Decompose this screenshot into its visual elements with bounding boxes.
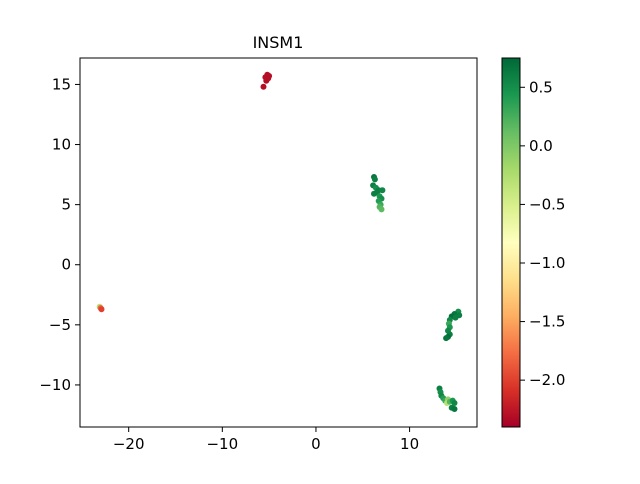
colorbar-tick-label: −0.5: [529, 195, 565, 213]
data-point: [452, 314, 459, 321]
y-tick-label: −5: [49, 316, 71, 334]
data-point: [371, 176, 378, 183]
points-layer: [96, 71, 463, 412]
colorbar-tick-label: 0.0: [529, 137, 553, 155]
data-point: [371, 190, 377, 197]
chart-title: INSM1: [253, 33, 304, 52]
data-point: [260, 83, 267, 90]
y-axis: −10 −5 0 5 10 15: [39, 75, 80, 394]
colorbar-tick-label: −2.0: [529, 371, 565, 389]
y-tick-label: −10: [39, 376, 71, 394]
y-tick-label: 5: [61, 196, 71, 214]
colorbar-tick-label: 0.5: [529, 78, 553, 96]
x-tick-label: −20: [113, 435, 145, 453]
data-point: [379, 187, 386, 194]
data-point: [451, 400, 458, 406]
plot-frame: [79, 57, 478, 428]
x-tick-label: 10: [400, 435, 419, 453]
data-point: [263, 77, 270, 84]
y-tick-label: 15: [52, 75, 71, 93]
colorbar: [501, 57, 521, 428]
data-point: [98, 306, 105, 313]
colorbar-tick-label: −1.0: [529, 254, 565, 272]
colorbar-axis: 0.5 0.0 −0.5 −1.0 −1.5 −2.0: [520, 78, 565, 389]
x-tick-label: −10: [206, 435, 238, 453]
colorbar-tick-label: −1.5: [529, 313, 565, 331]
y-tick-label: 10: [52, 136, 71, 154]
data-point: [451, 406, 458, 412]
x-tick-label: 0: [311, 435, 321, 453]
data-point: [443, 335, 450, 342]
x-axis: −20 −10 0 10: [113, 427, 419, 453]
y-tick-label: 0: [61, 256, 71, 274]
data-point: [378, 206, 385, 213]
